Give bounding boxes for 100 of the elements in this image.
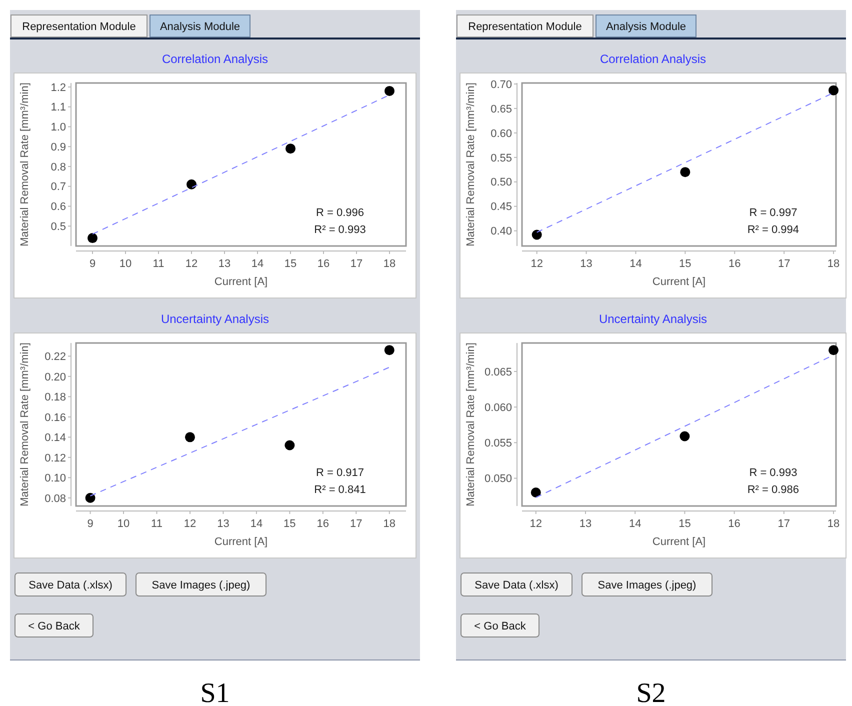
annotation: R = 0.997 [749,207,798,219]
y-tick-label: 0.10 [44,472,66,484]
x-tick-label: 18 [827,258,840,270]
point [184,432,195,442]
annotation: R² = 0.841 [314,484,366,496]
x-tick-label: 17 [778,258,790,270]
text: S1 [200,678,230,706]
x-tick-label: 15 [284,518,296,530]
x-tick-label: 13 [218,258,231,270]
y-tick-label: 0.40 [490,226,512,238]
tab: Representation Module [10,14,148,38]
tab: Representation Module [456,14,594,38]
x-tick-label: 16 [316,518,330,530]
x-tick-label: 9 [89,258,96,270]
x-tick-label: 15 [678,518,691,530]
y-tick-label: 0.7 [50,181,66,194]
button: < Go Back [460,614,540,638]
y-tick-label: 1.0 [50,122,66,134]
annotation: R² = 0.994 [747,224,800,236]
x-tick-label: 13 [580,258,592,270]
annotation: R = 0.917 [316,467,364,479]
x-tick-label: 12 [184,518,196,530]
x-axis-title: Current [A] [214,276,268,288]
y-tick-label: 0.050 [484,473,512,486]
y-tick-label: 0.22 [44,351,66,364]
y-tick-label: 0.55 [490,152,512,164]
x-tick-label: 17 [350,518,362,530]
annotation: R² = 0.986 [747,484,800,496]
point [284,440,295,450]
x-tick-label: 16 [728,258,741,270]
selected-tab: Analysis Module [150,14,250,38]
y-tick-label: 0.60 [490,128,512,140]
y-tick-label: 0.50 [490,176,512,189]
button: < Go Back [14,614,94,638]
x-axis-title: Current [A] [214,536,268,548]
point [828,345,839,356]
x-tick-label: 10 [117,518,130,530]
y-tick-label: 0.12 [44,452,66,464]
x-tick-label: 10 [119,258,132,270]
y-axis-title: Material Removal Rate [mm³/min] [19,82,31,246]
x-tick-label: 15 [284,258,297,270]
y-tick-label: 0.65 [490,103,512,116]
chart-title: Uncertainty Analysis [160,312,270,326]
y-axis-title: Material Removal Rate [mm³/min] [465,342,477,506]
x-tick-label: 18 [827,518,840,530]
button: Save Images (.jpeg) [582,572,712,596]
x-tick-label: 11 [151,518,162,530]
y-tick-label: 0.5 [50,220,66,233]
point [186,179,196,190]
x-tick-label: 17 [350,258,363,270]
x-tick-label: 16 [728,518,740,530]
annotation: R² = 0.993 [314,224,366,236]
point [88,233,98,244]
point [530,487,541,498]
x-tick-label: 14 [250,518,263,530]
x-axis-title: Current [A] [652,536,706,548]
x-tick-label: 12 [530,258,543,270]
point [680,431,690,442]
y-tick-label: 0.16 [44,412,66,424]
x-tick-label: 12 [185,258,198,270]
chart-title: Correlation Analysis [162,52,268,66]
point [286,144,296,154]
y-tick-label: 0.20 [44,371,66,384]
text: S2 [636,678,666,706]
point [532,230,542,240]
x-tick-label: 14 [251,258,264,270]
point [85,492,96,503]
y-tick-label: 0.8 [50,161,66,174]
x-axis-title: Current [A] [652,276,706,288]
y-axis-title: Material Removal Rate [mm³/min] [19,342,31,506]
y-tick-label: 0.70 [490,78,512,91]
button: Save Data (.xlsx) [14,572,126,596]
x-tick-label: 14 [628,518,642,530]
x-tick-label: 11 [152,258,164,270]
x-tick-label: 17 [778,518,790,530]
y-axis-title: Material Removal Rate [mm³/min] [465,82,477,246]
x-tick-label: 13 [579,518,592,530]
y-tick-label: 1.1 [50,102,66,114]
point [828,85,839,96]
x-tick-label: 13 [217,518,230,530]
x-tick-label: 12 [530,518,542,530]
y-tick-label: 0.9 [50,141,66,154]
y-tick-label: 0.45 [490,201,512,214]
point [680,167,690,178]
x-tick-label: 9 [87,518,94,530]
y-tick-label: 1.2 [50,82,66,94]
chart-title: Correlation Analysis [600,52,706,66]
y-tick-label: 0.18 [44,392,66,404]
selected-tab: Analysis Module [596,14,696,38]
y-tick-label: 0.055 [484,438,512,450]
y-tick-label: 0.6 [50,201,66,214]
point [384,345,394,356]
button: Save Images (.jpeg) [136,572,266,596]
annotation: R = 0.996 [316,207,364,219]
x-tick-label: 15 [679,258,692,270]
y-tick-label: 0.060 [484,402,512,414]
x-tick-label: 16 [317,258,330,270]
x-tick-label: 18 [383,258,396,270]
point [384,86,394,96]
x-tick-label: 18 [383,518,396,530]
